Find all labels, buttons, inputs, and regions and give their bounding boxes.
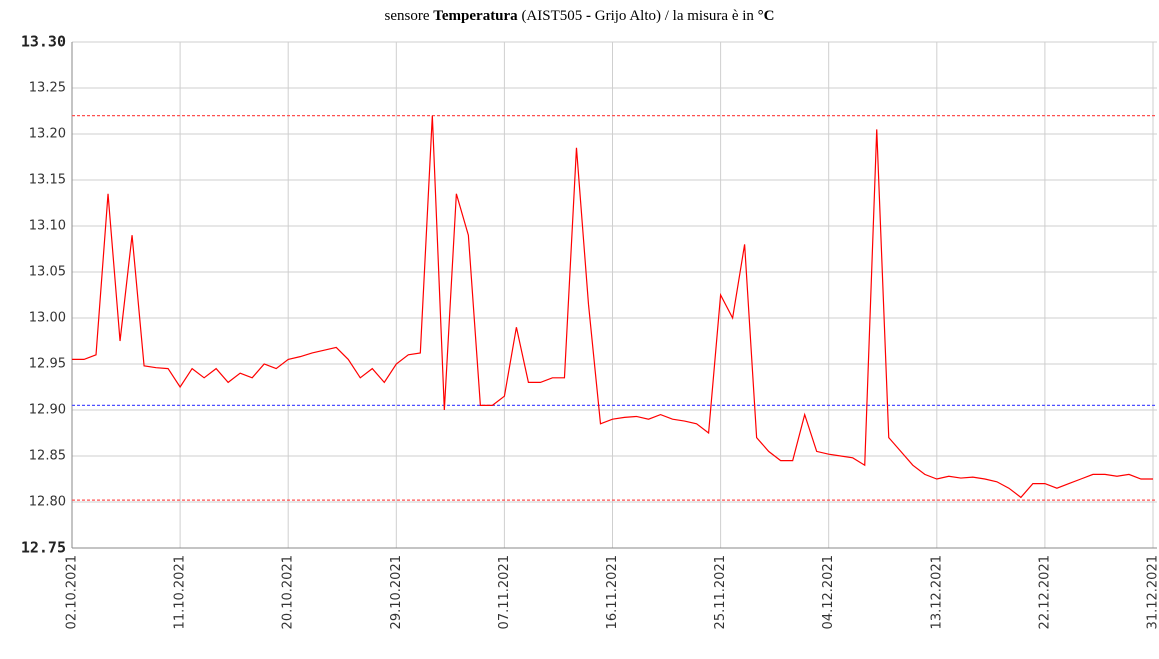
x-tick-label: 25.11.2021 <box>713 555 728 629</box>
y-tick-label: 12.85 <box>29 449 66 464</box>
y-tick-label: 13.05 <box>29 265 66 280</box>
x-tick-label: 29.10.2021 <box>389 555 404 629</box>
x-tick-label: 13.12.2021 <box>929 555 944 629</box>
title-part: (AIST505 <box>517 8 587 24</box>
x-tick-label: 31.12.2021 <box>1146 555 1159 629</box>
y-tick-label: 12.75 <box>21 539 66 557</box>
x-tick-label: 11.10.2021 <box>173 555 188 629</box>
x-tick-label: 20.10.2021 <box>281 555 296 629</box>
title-part: sensore <box>384 8 434 24</box>
chart-title: sensore Temperatura (AIST505 - Grijo Alt… <box>0 8 1159 25</box>
y-tick-label: 12.95 <box>29 357 66 372</box>
title-part: Grijo Alto) / la misura è in <box>591 8 758 24</box>
y-tick-label: 13.25 <box>29 81 66 96</box>
x-tick-label: 16.11.2021 <box>605 555 620 629</box>
y-tick-label: 12.90 <box>29 403 66 418</box>
title-part: Temperatura <box>433 8 518 24</box>
title-part: - <box>586 8 592 24</box>
y-tick-label: 13.00 <box>29 311 66 326</box>
y-tick-label: 12.80 <box>29 495 66 510</box>
y-tick-label: 13.15 <box>29 173 66 188</box>
title-part: °C <box>757 8 775 24</box>
y-tick-label: 13.30 <box>21 33 66 51</box>
data-line <box>72 115 1153 499</box>
x-tick-label: 02.10.2021 <box>65 555 80 629</box>
x-tick-label: 04.12.2021 <box>821 555 836 629</box>
y-tick-label: 13.20 <box>29 127 66 142</box>
x-tick-label: 22.12.2021 <box>1037 555 1052 629</box>
x-tick-label: 07.11.2021 <box>497 555 512 629</box>
y-tick-label: 13.10 <box>29 219 66 234</box>
